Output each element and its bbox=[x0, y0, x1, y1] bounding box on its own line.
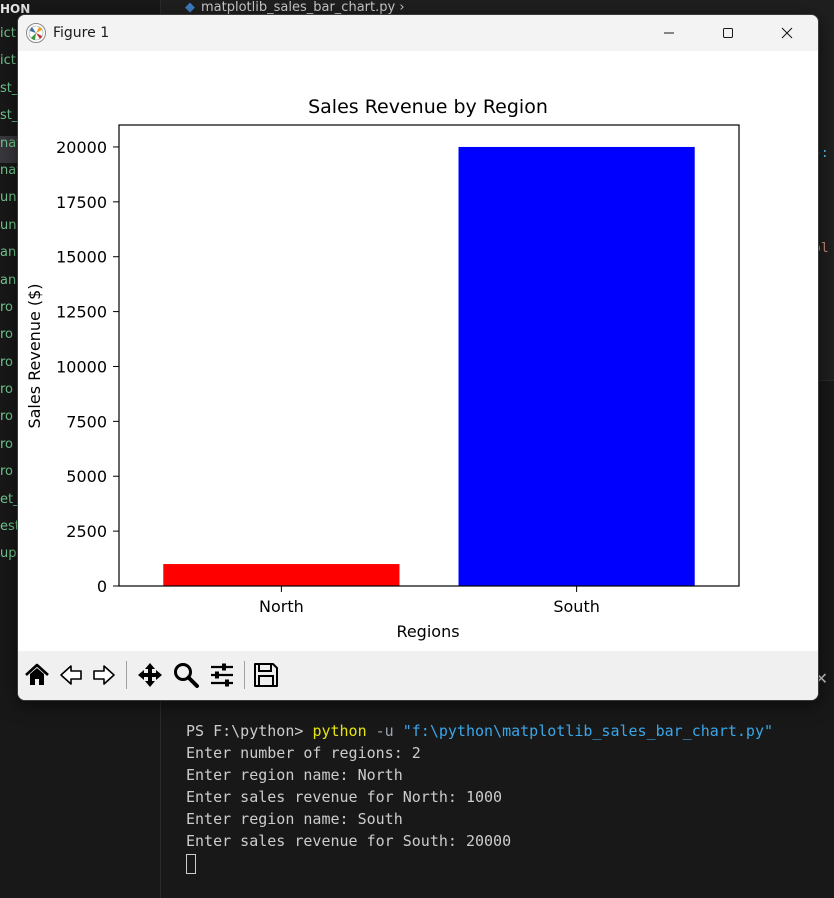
terminal-prompt: PS F:\python> bbox=[186, 722, 313, 740]
file-item[interactable]: un bbox=[0, 190, 17, 206]
y-tick-label: 10000 bbox=[56, 357, 107, 376]
file-item[interactable]: est bbox=[0, 519, 20, 535]
pan-icon bbox=[138, 663, 162, 687]
y-tick-label: 20000 bbox=[56, 138, 107, 157]
back-icon bbox=[60, 665, 82, 685]
minimize-button[interactable] bbox=[640, 15, 698, 51]
terminal-line: Enter region name: South bbox=[186, 810, 403, 828]
y-tick-label: 12500 bbox=[56, 303, 107, 322]
terminal-script-path: "f:\python\matplotlib_sales_bar_chart.py… bbox=[402, 722, 774, 740]
terminal-cursor bbox=[186, 853, 196, 874]
y-tick-label: 17500 bbox=[56, 193, 107, 212]
configure-subplots-icon bbox=[211, 663, 233, 687]
close-icon bbox=[781, 27, 793, 39]
terminal-output[interactable]: PS F:\python> python -u "f:\python\matpl… bbox=[186, 720, 773, 874]
maximize-button[interactable] bbox=[699, 15, 757, 51]
y-tick-label: 2500 bbox=[66, 522, 107, 541]
save-button[interactable] bbox=[250, 659, 282, 691]
terminal-line: Enter number of regions: 2 bbox=[186, 744, 421, 762]
home-button[interactable] bbox=[21, 659, 53, 691]
y-tick-label: 0 bbox=[97, 577, 107, 596]
forward-icon bbox=[93, 665, 115, 685]
file-item[interactable]: ro bbox=[0, 382, 14, 398]
y-axis-label: Sales Revenue ($) bbox=[25, 283, 44, 428]
terminal-command: python bbox=[312, 722, 367, 740]
y-tick-label: 7500 bbox=[66, 412, 107, 431]
file-item[interactable]: et_ bbox=[0, 491, 20, 507]
zoom-icon bbox=[174, 663, 199, 688]
terminal-line: Enter sales revenue for South: 20000 bbox=[186, 832, 512, 850]
explorer-section-header: HON bbox=[0, 2, 31, 16]
bar-chart: Sales Revenue by Region 0 2500 5000 7500 100… bbox=[25, 96, 740, 641]
x-axis-label: Regions bbox=[396, 622, 459, 641]
configure-subplots-button[interactable] bbox=[206, 659, 238, 691]
file-item[interactable]: st_ bbox=[0, 80, 19, 96]
python-file-icon: ◆ bbox=[185, 0, 195, 15]
file-item[interactable]: an bbox=[0, 272, 17, 288]
forward-button[interactable] bbox=[88, 659, 120, 691]
file-item[interactable]: ro bbox=[0, 354, 14, 370]
minimize-icon bbox=[664, 32, 674, 34]
y-tick-label: 5000 bbox=[66, 467, 107, 486]
bars bbox=[163, 146, 695, 586]
home-icon bbox=[25, 663, 49, 685]
terminal-cursor-line bbox=[186, 852, 773, 874]
file-item[interactable]: nat bbox=[0, 162, 22, 178]
file-item[interactable]: an bbox=[0, 245, 17, 261]
plot-frame bbox=[118, 124, 740, 587]
window-titlebar[interactable]: Figure 1 bbox=[18, 15, 818, 51]
figure-canvas[interactable]: Sales Revenue by Region 0 2500 5000 7500 100… bbox=[18, 51, 818, 651]
file-item[interactable]: st_ bbox=[0, 108, 19, 124]
file-item[interactable]: ro bbox=[0, 464, 14, 480]
chart-title: Sales Revenue by Region bbox=[308, 96, 548, 118]
file-item[interactable]: ro bbox=[0, 327, 14, 343]
x-axis-ticks: North South bbox=[259, 586, 600, 616]
terminal-flag: -u bbox=[366, 722, 403, 740]
x-tick-label: South bbox=[553, 597, 600, 616]
terminal-command-line: PS F:\python> python -u "f:\python\matpl… bbox=[186, 720, 773, 742]
figure-window: Figure 1 Sales Revenue by Region 0 2500 50… bbox=[17, 14, 819, 701]
terminal-line: Enter region name: North bbox=[186, 766, 403, 784]
x-tick-label: North bbox=[259, 597, 304, 616]
pan-button[interactable] bbox=[134, 659, 166, 691]
toolbar-separator bbox=[126, 661, 127, 689]
y-axis-ticks: 0 2500 5000 7500 10000 12500 15000 17500 20000 bbox=[56, 138, 119, 596]
file-item[interactable]: ict bbox=[0, 26, 16, 41]
file-item[interactable]: ro bbox=[0, 436, 14, 452]
file-item[interactable]: ict bbox=[0, 53, 16, 69]
terminal-line: Enter sales revenue for North: 1000 bbox=[186, 788, 503, 806]
file-item[interactable]: ro bbox=[0, 409, 14, 425]
y-tick-label: 15000 bbox=[56, 248, 107, 267]
file-item[interactable]: upl bbox=[0, 546, 21, 562]
bar-south bbox=[458, 146, 695, 586]
save-icon bbox=[254, 663, 278, 687]
toolbar-separator bbox=[244, 661, 245, 689]
close-button[interactable] bbox=[758, 15, 816, 51]
figure-toolbar bbox=[18, 651, 818, 700]
matplotlib-logo-icon bbox=[26, 23, 46, 43]
window-title: Figure 1 bbox=[53, 25, 110, 41]
file-item[interactable]: un bbox=[0, 217, 17, 233]
chevron-right-icon: › bbox=[395, 0, 405, 15]
back-button[interactable] bbox=[55, 659, 87, 691]
editor-breadcrumb[interactable]: ◆ matplotlib_sales_bar_chart.py › bbox=[185, 0, 405, 22]
bar-north bbox=[163, 564, 400, 586]
zoom-button[interactable] bbox=[170, 659, 202, 691]
maximize-icon bbox=[723, 28, 733, 38]
file-item[interactable]: ro bbox=[0, 299, 14, 315]
editor-tab-label: matplotlib_sales_bar_chart.py bbox=[201, 0, 396, 15]
